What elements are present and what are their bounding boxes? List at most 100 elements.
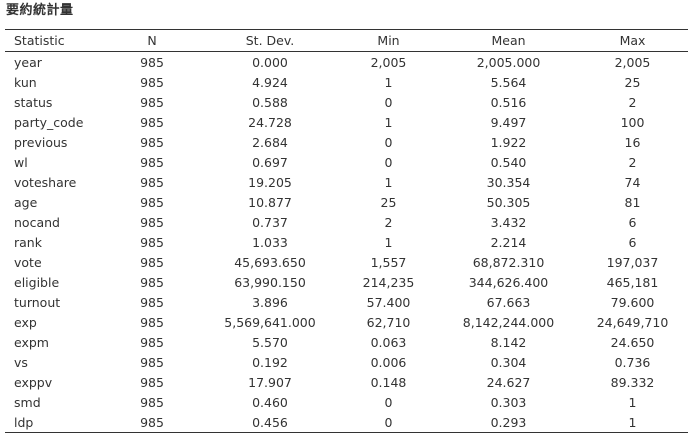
table-row: party_code 985 24.728 1 9.497 100	[5, 112, 688, 132]
st-dev-cell: 19.205	[248, 174, 292, 190]
st-dev-cell: 0.588	[252, 94, 288, 110]
mean-cell: 50.305	[486, 194, 531, 210]
min-cell: 0	[384, 134, 393, 150]
mean-cell: 9.497	[490, 114, 527, 130]
n-cell: 985	[140, 194, 164, 210]
min-cell: 25	[380, 194, 397, 210]
header-row: Statistic N St. Dev. Min Mean Max	[5, 29, 688, 52]
statistic-cell: voteshare	[14, 174, 77, 190]
statistic-cell: expm	[14, 334, 49, 350]
table-row: status 985 0.588 0 0.516 2	[5, 92, 688, 112]
mean-cell: 3.432	[490, 214, 527, 230]
table-row: previous 985 2.684 0 1.922 16	[5, 132, 688, 152]
max-cell: 100	[620, 114, 645, 130]
n-cell: 985	[140, 234, 164, 250]
statistic-cell: wl	[14, 154, 28, 170]
statistic-cell: previous	[14, 134, 68, 150]
table-row: kun 985 4.924 1 5.564 25	[5, 72, 688, 92]
st-dev-cell: 1.033	[252, 234, 288, 250]
mean-cell: 68,872.310	[472, 254, 545, 270]
mean-cell: 8.142	[490, 334, 527, 350]
table-row: age 985 10.877 25 50.305 81	[5, 192, 688, 212]
min-cell: 0	[384, 394, 393, 410]
table-row: ldp 985 0.456 0 0.293 1	[5, 412, 688, 433]
table-row: eligible 985 63,990.150 214,235 344,626.400 4…	[5, 272, 688, 292]
mean-cell: 5.564	[490, 74, 527, 90]
min-cell: 2,005	[370, 54, 407, 70]
min-cell: 1	[384, 114, 393, 130]
mean-cell: 0.516	[490, 94, 527, 110]
n-cell: 985	[140, 314, 164, 330]
max-cell: 465,181	[606, 274, 659, 290]
n-cell: 985	[140, 394, 164, 410]
max-cell: 81	[624, 194, 641, 210]
max-cell: 79.600	[610, 294, 655, 310]
min-cell: 1	[384, 234, 393, 250]
table-row: exppv 985 17.907 0.148 24.627 89.332	[5, 372, 688, 392]
statistic-cell: ldp	[14, 414, 34, 430]
max-cell: 89.332	[610, 374, 655, 390]
statistic-cell: status	[14, 94, 53, 110]
min-cell: 0	[384, 94, 393, 110]
st-dev-cell: 63,990.150	[234, 274, 306, 290]
st-dev-cell: 5.570	[252, 334, 288, 350]
table-row: rank 985 1.033 1 2.214 6	[5, 232, 688, 252]
statistic-cell: party_code	[14, 114, 84, 130]
column-header-st-dev: St. Dev.	[245, 33, 295, 48]
n-cell: 985	[140, 294, 164, 310]
statistic-cell: vs	[14, 354, 28, 370]
n-cell: 985	[140, 334, 164, 350]
statistic-cell: vote	[14, 254, 42, 270]
max-cell: 24.650	[610, 334, 655, 350]
min-cell: 62,710	[366, 314, 411, 330]
n-cell: 985	[140, 274, 164, 290]
column-header-statistic: Statistic	[14, 33, 65, 48]
mean-cell: 1.922	[490, 134, 527, 150]
column-header-n: N	[147, 33, 157, 48]
mean-cell: 2,005.000	[476, 54, 541, 70]
n-cell: 985	[140, 374, 164, 390]
st-dev-cell: 0.456	[252, 414, 288, 430]
min-cell: 57.400	[366, 294, 411, 310]
n-cell: 985	[140, 134, 164, 150]
table-row: smd 985 0.460 0 0.303 1	[5, 392, 688, 412]
max-cell: 25	[624, 74, 641, 90]
max-cell: 2,005	[614, 54, 651, 70]
table-row: nocand 985 0.737 2 3.432 6	[5, 212, 688, 232]
column-header-min: Min	[377, 33, 400, 48]
n-cell: 985	[140, 114, 164, 130]
st-dev-cell: 0.192	[252, 354, 288, 370]
max-cell: 0.736	[614, 354, 651, 370]
max-cell: 2	[628, 154, 637, 170]
summary-table-container: Statistic N St. Dev. Min Mean Max year 98…	[5, 29, 688, 433]
st-dev-cell: 0.697	[252, 154, 288, 170]
n-cell: 985	[140, 254, 164, 270]
statistic-cell: exppv	[14, 374, 53, 390]
min-cell: 1	[384, 174, 393, 190]
statistic-cell: eligible	[14, 274, 60, 290]
statistic-cell: rank	[14, 234, 42, 250]
max-cell: 6	[628, 234, 637, 250]
min-cell: 0.148	[370, 374, 407, 390]
table-body: year 985 0.000 2,005 2,005.000 2,005 kun 985 4.9…	[5, 52, 688, 433]
mean-cell: 8,142,244.000	[462, 314, 555, 330]
table-header: Statistic N St. Dev. Min Mean Max	[5, 29, 688, 52]
mean-cell: 24.627	[486, 374, 531, 390]
column-header-mean: Mean	[491, 33, 526, 48]
max-cell: 1	[628, 414, 637, 430]
max-cell: 197,037	[606, 254, 659, 270]
st-dev-cell: 3.896	[252, 294, 288, 310]
max-cell: 74	[624, 174, 641, 190]
mean-cell: 30.354	[486, 174, 531, 190]
mean-cell: 344,626.400	[468, 274, 549, 290]
st-dev-cell: 24.728	[248, 114, 292, 130]
table-row: vs 985 0.192 0.006 0.304 0.736	[5, 352, 688, 372]
mean-cell: 67.663	[486, 294, 531, 310]
mean-cell: 0.540	[490, 154, 527, 170]
table-row: expm 985 5.570 0.063 8.142 24.650	[5, 332, 688, 352]
statistic-cell: exp	[14, 314, 37, 330]
mean-cell: 0.303	[490, 394, 527, 410]
min-cell: 214,235	[362, 274, 415, 290]
n-cell: 985	[140, 154, 164, 170]
min-cell: 0	[384, 154, 393, 170]
